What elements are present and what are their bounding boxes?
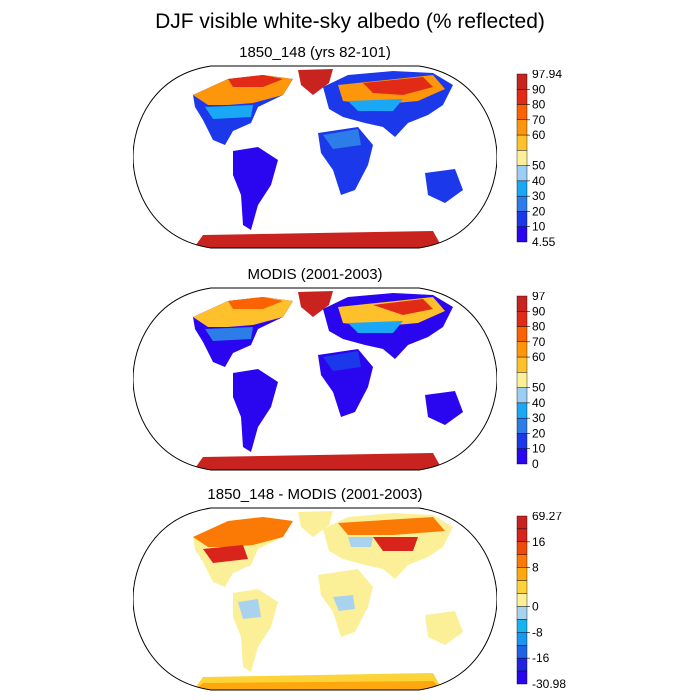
colorbar-tick-label: 10 [532, 442, 546, 456]
colorbar-box [516, 387, 528, 404]
land-south-america [233, 369, 278, 452]
colorbar-tick-label: 60 [532, 350, 546, 364]
colorbar-box [516, 119, 528, 136]
colorbar-box [516, 606, 528, 620]
colorbar-box [516, 580, 528, 594]
colorbar-box [516, 326, 528, 343]
panel-model: 1850_148 (yrs 82-101) 9 [0, 44, 700, 249]
colorbar-box [516, 632, 528, 646]
colorbar-tick-label: -8 [532, 625, 543, 639]
colorbar-box [516, 73, 528, 90]
figure-title: DJF visible white-sky albedo (% reflecte… [155, 10, 545, 33]
panel-title: 1850_148 (yrs 82-101) [239, 44, 391, 61]
colorbar-min-label: -30.98 [532, 677, 566, 691]
land-antarctica [193, 453, 443, 470]
colorbar-box [516, 165, 528, 182]
colorbar-box [516, 448, 528, 465]
colorbar-max-label: 97 [532, 292, 546, 303]
colorbar-tick-label: 8 [532, 561, 539, 575]
colorbar-diff: 69.27 -30.98 16 8 0 -8 -16 [516, 512, 566, 691]
colorbar-box [516, 645, 528, 659]
panel-title: 1850_148 - MODIS (2001-2003) [207, 486, 423, 503]
land-antarctica [193, 231, 443, 248]
world-map-model [133, 65, 497, 249]
colorbar-box [516, 311, 528, 327]
colorbar-min-label: 4.55 [532, 235, 556, 249]
colorbar-min-label: 0 [532, 457, 539, 471]
colorbar-tick-label: 60 [532, 128, 546, 142]
colorbar-box [516, 295, 528, 312]
colorbar-box [516, 134, 528, 151]
colorbar-box [516, 619, 528, 633]
colorbar-box [516, 657, 528, 672]
land-greenland [298, 291, 333, 317]
colorbar-box [516, 515, 528, 530]
colorbar-tick-label: 16 [532, 535, 546, 549]
land-australia [425, 611, 463, 645]
colorbar-tick-label: 70 [532, 113, 546, 127]
land-australia [425, 169, 463, 203]
colorbar-tick-label: 80 [532, 98, 546, 112]
colorbar-tick-label: 20 [532, 204, 546, 218]
world-map-diff [133, 507, 497, 691]
colorbar-box [516, 211, 528, 227]
colorbar-box [516, 402, 528, 419]
colorbar-box [516, 226, 528, 243]
colorbar-tick-label: 80 [532, 320, 546, 334]
colorbar-box [516, 593, 528, 607]
panel-title: MODIS (2001-2003) [247, 266, 383, 283]
colorbar-tick-label: 40 [532, 174, 546, 188]
land-australia [425, 391, 463, 425]
colorbar-box [516, 89, 528, 105]
colorbar-box [516, 433, 528, 449]
panel-diff: 1850_148 - MODIS (2001-2003) 69.27 -30.98… [0, 486, 700, 691]
land-south-america [233, 147, 278, 230]
colorbar-box [516, 670, 528, 685]
colorbar-box [516, 341, 528, 358]
colorbar-tick-label: 40 [532, 396, 546, 410]
colorbar-tick-label: 10 [532, 220, 546, 234]
land-greenland [298, 69, 333, 95]
colorbar-box [516, 528, 528, 543]
colorbar-box [516, 195, 528, 212]
colorbar-tick-label: 50 [532, 159, 546, 173]
colorbar-tick-label: 50 [532, 381, 546, 395]
colorbar-tick-label: 30 [532, 411, 546, 425]
colorbar-tick-label: 20 [532, 426, 546, 440]
colorbar-box [516, 417, 528, 434]
world-map-modis [133, 287, 497, 471]
colorbar-tick-label: 0 [532, 599, 539, 613]
colorbar-tick-label: -16 [532, 651, 550, 665]
colorbar-box [516, 554, 528, 568]
colorbar-tick-label: 70 [532, 335, 546, 349]
colorbar-tick-label: 90 [532, 82, 546, 96]
panel-modis: MODIS (2001-2003) 97 0 90 80 70 60 50 40 30 20 10 [0, 266, 700, 471]
colorbar-tick-label: 90 [532, 304, 546, 318]
colorbar-box [516, 150, 528, 166]
colorbar-max-label: 69.27 [532, 512, 562, 523]
colorbar-box [516, 356, 528, 373]
colorbar-max-label: 97.94 [532, 70, 562, 81]
colorbar-box [516, 541, 528, 555]
colorbar-box [516, 567, 528, 581]
colorbar-box [516, 104, 528, 121]
colorbar-box [516, 180, 528, 197]
colorbar-tick-label: 30 [532, 189, 546, 203]
land-greenland [298, 511, 333, 537]
colorbar-box [516, 372, 528, 388]
